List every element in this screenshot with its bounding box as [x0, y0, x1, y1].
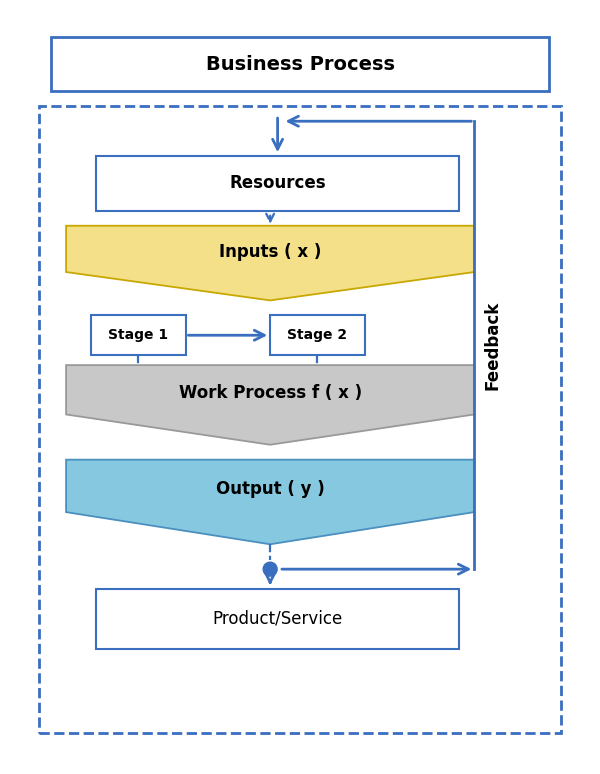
FancyBboxPatch shape — [96, 589, 459, 649]
Text: Resources: Resources — [229, 174, 326, 193]
Text: Inputs ( x ): Inputs ( x ) — [219, 243, 322, 261]
Polygon shape — [66, 365, 474, 445]
FancyBboxPatch shape — [270, 315, 365, 355]
FancyBboxPatch shape — [91, 315, 185, 355]
Text: Stage 1: Stage 1 — [108, 328, 169, 342]
Text: Stage 2: Stage 2 — [287, 328, 347, 342]
FancyBboxPatch shape — [51, 36, 549, 91]
Text: Output ( y ): Output ( y ) — [216, 481, 325, 498]
Text: Product/Service: Product/Service — [212, 610, 343, 628]
Polygon shape — [66, 460, 474, 544]
Text: Work Process f ( x ): Work Process f ( x ) — [179, 384, 362, 402]
FancyBboxPatch shape — [96, 156, 459, 211]
Text: Feedback: Feedback — [483, 300, 501, 390]
Polygon shape — [66, 226, 474, 300]
Text: Business Process: Business Process — [205, 54, 395, 74]
Circle shape — [263, 562, 277, 576]
